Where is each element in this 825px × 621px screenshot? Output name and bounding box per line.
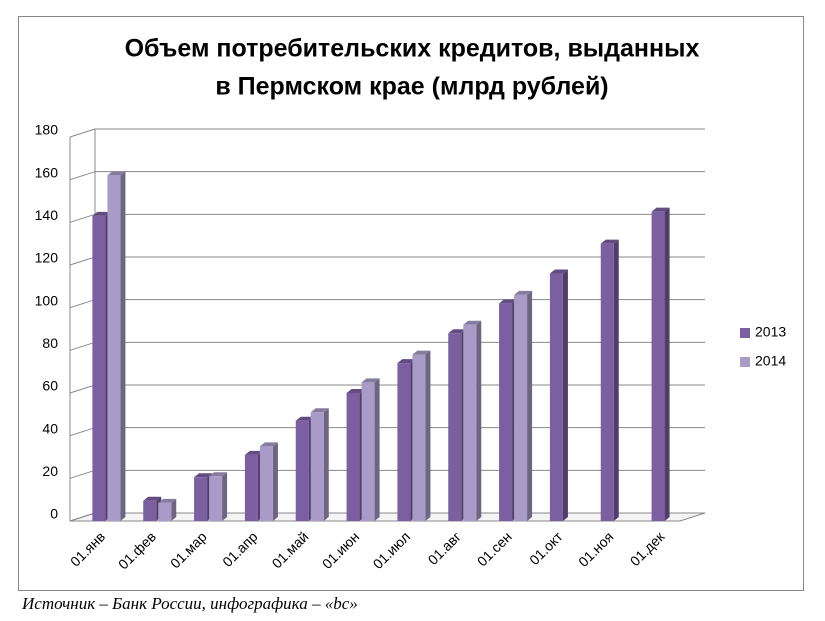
bar-top <box>600 239 619 244</box>
bar-top <box>158 498 177 503</box>
bar-side <box>222 472 228 521</box>
bar <box>209 476 223 521</box>
bar-side <box>527 290 533 521</box>
y-tick-label: 80 <box>42 335 58 351</box>
y-tick-label: 160 <box>35 164 59 180</box>
chart-title: Объем потребительских кредитов, выданных <box>125 35 700 63</box>
legend-swatch <box>740 357 750 367</box>
bar-top <box>259 442 278 447</box>
bar-top <box>397 359 416 364</box>
bar <box>346 393 360 521</box>
legend-label: 2014 <box>755 353 786 369</box>
y-tick-label: 140 <box>35 207 59 223</box>
bar-top <box>361 378 380 383</box>
bar <box>244 454 258 521</box>
grid-depth <box>69 384 96 394</box>
bar-side <box>171 498 177 521</box>
bar <box>158 502 172 521</box>
grid-depth <box>69 128 96 138</box>
chart-subtitle: в Пермском крае (млрд рублей) <box>215 73 608 101</box>
bar-side <box>272 442 278 521</box>
bar <box>361 382 375 521</box>
bar <box>92 215 106 521</box>
bar-top <box>463 320 482 325</box>
y-tick-label: 60 <box>42 378 58 394</box>
grid-depth <box>69 341 96 351</box>
bar-top <box>244 450 263 455</box>
bar <box>463 324 477 521</box>
bar-side <box>664 207 670 521</box>
bar <box>412 354 426 521</box>
bar-top <box>143 496 162 501</box>
bar-side <box>562 269 568 521</box>
grid-depth <box>69 171 96 181</box>
bar-side <box>374 378 380 521</box>
bar-top <box>448 329 467 334</box>
bar-top <box>194 473 213 478</box>
y-tick-label: 120 <box>35 250 59 266</box>
bar <box>194 477 208 521</box>
bar <box>549 273 563 521</box>
bar <box>295 420 309 521</box>
bar <box>499 303 513 521</box>
bar-side <box>425 350 431 521</box>
bar-top <box>514 290 533 295</box>
bar-top <box>651 207 670 212</box>
bar-top <box>295 416 314 421</box>
bar <box>259 446 273 521</box>
bar <box>448 333 462 521</box>
bar-top <box>499 299 518 304</box>
bar-side <box>476 320 482 521</box>
bar <box>143 500 157 521</box>
source-note: Источник – Банк России, инфографика – «b… <box>21 594 358 613</box>
bar <box>397 363 411 521</box>
bar-top <box>549 269 568 274</box>
bar-top <box>412 350 431 355</box>
grid-depth <box>69 469 96 479</box>
legend-label: 2013 <box>755 324 786 340</box>
y-tick-label: 0 <box>50 506 58 522</box>
bar <box>514 294 528 521</box>
y-tick-label: 20 <box>42 463 58 479</box>
bar-top <box>209 472 228 477</box>
bar <box>310 412 324 521</box>
grid-depth <box>69 299 96 309</box>
grid-depth <box>69 427 96 437</box>
bar <box>600 243 614 521</box>
bar-top <box>92 211 111 216</box>
bar-top <box>310 408 329 413</box>
bar <box>107 175 121 521</box>
y-tick-label: 180 <box>35 122 59 138</box>
bar-top <box>107 171 126 176</box>
legend-swatch <box>740 328 750 338</box>
bar-side <box>323 408 329 521</box>
grid-depth <box>69 512 96 522</box>
bar-top <box>346 389 365 393</box>
grid-depth <box>69 213 96 223</box>
y-tick-label: 100 <box>35 292 59 308</box>
bar-side <box>613 239 619 521</box>
bar-side <box>120 171 126 521</box>
grid-depth <box>69 256 96 266</box>
y-tick-label: 40 <box>42 420 58 436</box>
bar <box>651 211 665 521</box>
